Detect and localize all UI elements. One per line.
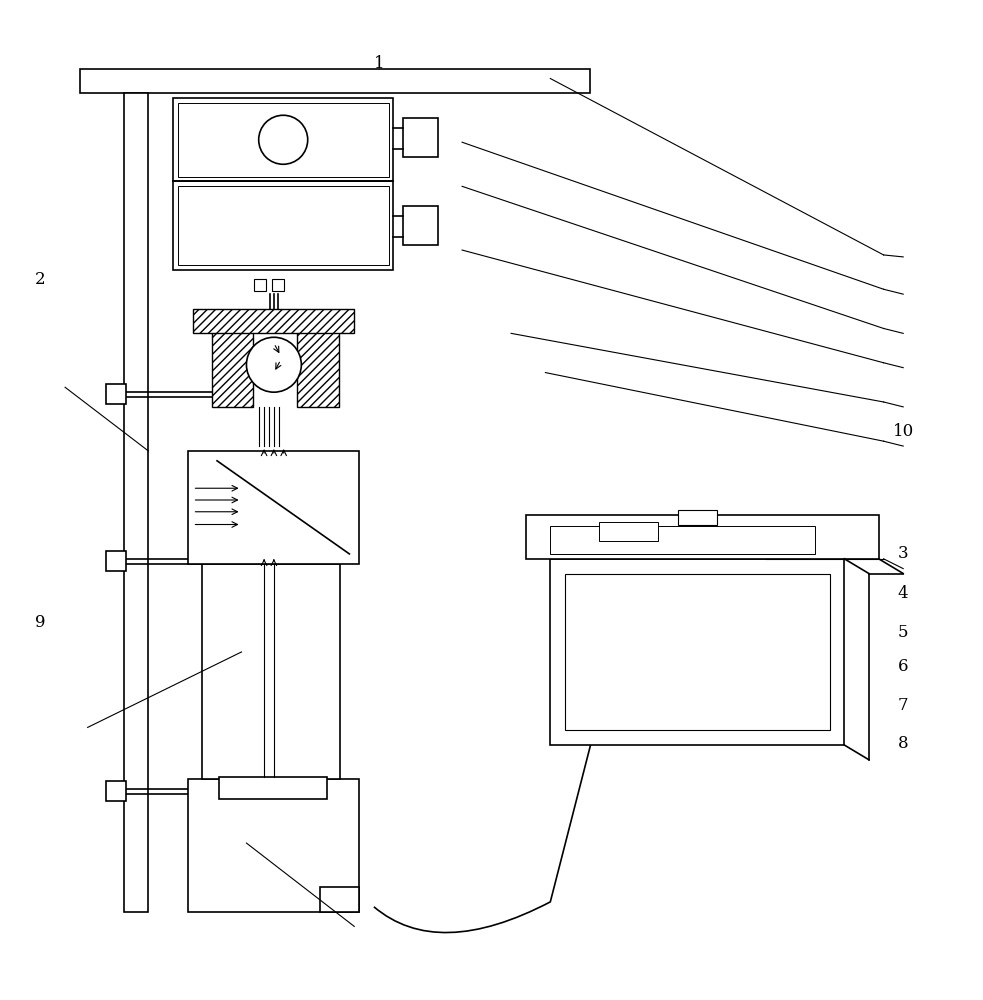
Bar	[526, 515, 879, 559]
Text: 2: 2	[35, 271, 46, 288]
Bar	[255, 279, 266, 291]
Text: 10: 10	[893, 423, 914, 440]
Bar	[178, 186, 388, 265]
Text: 4: 4	[897, 585, 908, 602]
Text: 1: 1	[374, 55, 384, 72]
Bar	[173, 98, 393, 181]
Text: 3: 3	[897, 545, 908, 562]
Bar	[272, 279, 284, 291]
Text: 6: 6	[897, 658, 908, 675]
Bar	[80, 69, 590, 93]
Bar	[677, 510, 717, 525]
Text: 8: 8	[897, 735, 908, 752]
Bar	[212, 324, 254, 407]
Bar	[188, 779, 359, 912]
Bar	[124, 93, 148, 912]
Bar	[193, 309, 354, 333]
Bar	[178, 103, 388, 177]
Text: 7: 7	[897, 697, 908, 714]
Bar	[202, 564, 339, 779]
Bar	[403, 206, 437, 245]
Bar	[173, 181, 393, 270]
Bar	[403, 118, 437, 157]
Bar	[319, 887, 359, 912]
Bar	[298, 324, 338, 407]
Bar	[188, 451, 359, 564]
Bar	[106, 781, 126, 801]
Text: 9: 9	[35, 614, 46, 631]
Circle shape	[247, 337, 302, 392]
Bar	[550, 559, 844, 745]
Text: 5: 5	[897, 624, 908, 641]
Bar	[550, 526, 815, 554]
Bar	[106, 551, 126, 571]
Bar	[600, 522, 659, 541]
Bar	[219, 777, 326, 799]
Bar	[565, 574, 830, 730]
Circle shape	[259, 115, 308, 164]
Bar	[106, 384, 126, 404]
